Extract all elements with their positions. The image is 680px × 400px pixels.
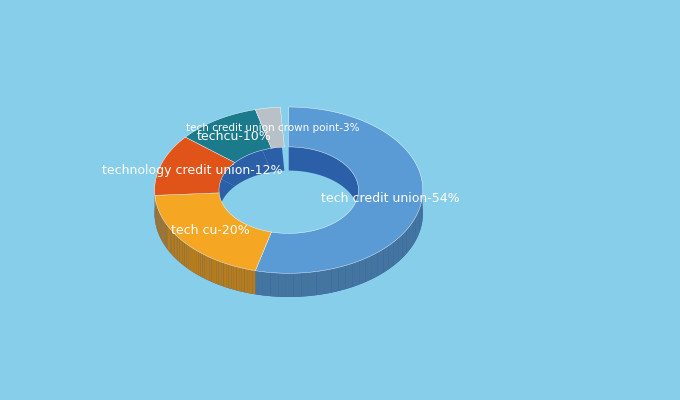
Polygon shape [165,223,167,248]
Polygon shape [167,224,168,250]
Polygon shape [242,268,244,292]
Polygon shape [192,248,194,273]
Polygon shape [169,228,170,253]
Polygon shape [196,250,198,275]
Polygon shape [159,211,160,236]
Polygon shape [244,269,247,293]
Polygon shape [219,261,221,286]
Polygon shape [171,231,173,256]
Polygon shape [286,273,294,297]
Polygon shape [372,252,378,279]
Text: techcu-10%: techcu-10% [197,130,271,143]
Polygon shape [158,209,159,235]
Polygon shape [170,229,171,254]
Polygon shape [198,252,201,276]
Polygon shape [181,240,183,265]
Polygon shape [384,246,389,273]
Polygon shape [418,208,420,236]
Polygon shape [205,255,207,280]
Polygon shape [239,267,242,292]
Polygon shape [214,259,216,284]
Polygon shape [403,230,407,258]
Polygon shape [394,238,398,266]
Polygon shape [163,220,165,245]
Polygon shape [420,203,421,231]
Polygon shape [207,256,209,281]
Polygon shape [173,232,175,258]
Polygon shape [398,234,403,262]
Polygon shape [256,131,423,297]
Polygon shape [186,110,271,162]
Polygon shape [234,266,237,290]
Text: tech credit union-54%: tech credit union-54% [320,192,459,204]
Text: tech cu-20%: tech cu-20% [171,224,250,237]
Polygon shape [345,263,352,289]
Polygon shape [294,273,301,297]
Polygon shape [209,257,211,282]
Polygon shape [211,258,214,283]
Polygon shape [389,242,394,269]
Polygon shape [256,107,423,273]
Polygon shape [228,264,231,289]
Polygon shape [155,216,271,294]
Polygon shape [316,270,324,295]
Polygon shape [413,217,415,245]
Text: technology credit union-12%: technology credit union-12% [101,164,282,177]
Polygon shape [410,221,413,249]
Polygon shape [226,264,228,288]
Polygon shape [421,198,422,226]
Polygon shape [324,269,331,294]
Polygon shape [224,263,226,287]
Polygon shape [256,131,284,172]
Polygon shape [366,255,372,282]
Polygon shape [186,244,188,269]
Polygon shape [183,241,184,266]
Polygon shape [339,266,345,291]
Polygon shape [177,237,180,262]
Text: tech credit union crown point-3%: tech credit union crown point-3% [186,123,360,133]
Polygon shape [309,272,316,296]
Polygon shape [250,270,252,294]
Polygon shape [378,249,384,276]
Polygon shape [252,270,256,294]
Polygon shape [231,265,234,290]
Polygon shape [359,258,366,284]
Polygon shape [184,242,186,268]
Polygon shape [216,260,219,285]
Polygon shape [161,216,163,242]
Polygon shape [278,273,286,297]
Polygon shape [415,212,418,240]
Polygon shape [188,245,190,270]
Polygon shape [155,193,271,271]
Polygon shape [352,261,359,287]
Polygon shape [168,226,169,251]
Polygon shape [271,272,278,297]
Polygon shape [154,137,235,195]
Polygon shape [247,269,250,293]
Polygon shape [256,271,263,295]
Polygon shape [221,262,224,286]
Polygon shape [201,253,203,278]
Polygon shape [203,254,205,279]
Polygon shape [180,238,181,263]
Polygon shape [154,161,235,219]
Polygon shape [256,107,284,148]
Polygon shape [331,267,339,293]
Polygon shape [407,226,410,254]
Polygon shape [186,133,271,186]
Polygon shape [237,267,239,291]
Polygon shape [175,234,176,259]
Polygon shape [160,214,161,240]
Polygon shape [194,249,196,274]
Polygon shape [190,246,192,272]
Polygon shape [176,235,177,260]
Polygon shape [301,272,309,296]
Polygon shape [263,272,271,296]
